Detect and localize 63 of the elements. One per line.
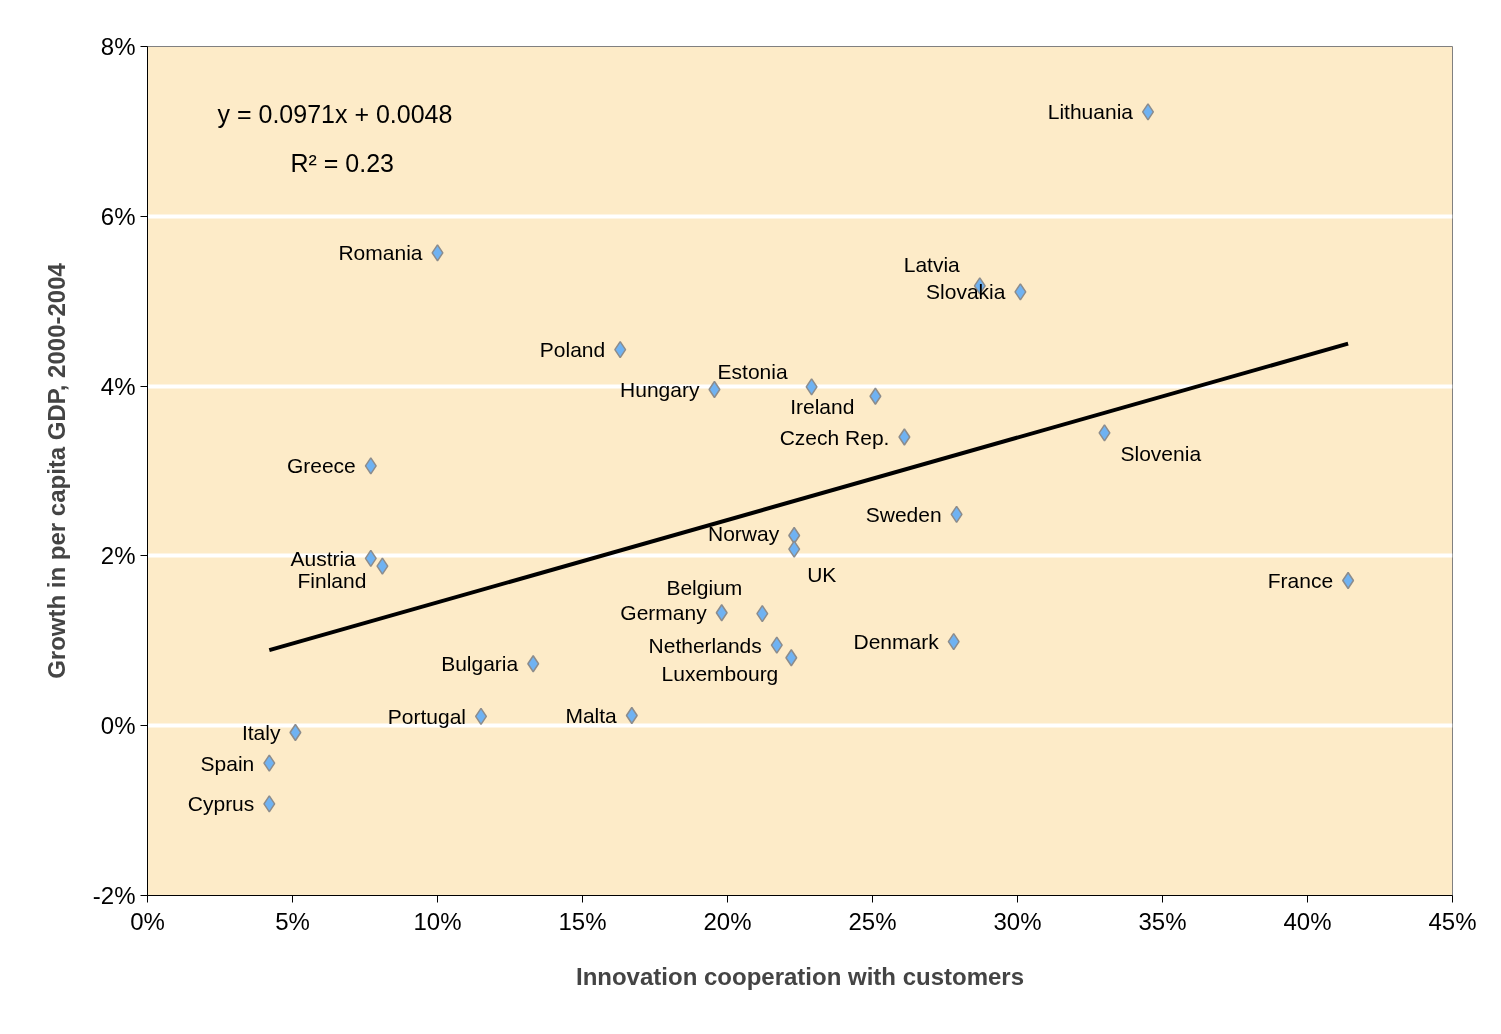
point (1014, 283, 1027, 301)
annotation: Lithuania (1047, 100, 1134, 124)
annotation: Luxembourg (661, 662, 779, 686)
annotation: France (1267, 569, 1334, 593)
annotation: Belgium (666, 576, 743, 600)
y-axis-title: Growth in per capita GDP, 2000-2004 (42, 262, 70, 679)
annotation: Portugal (387, 704, 466, 728)
point (364, 457, 377, 475)
point (788, 540, 801, 558)
annotation: Cyprus (187, 792, 255, 816)
x-axis-title: Innovation cooperation with customers (575, 962, 1025, 990)
annotation: Malta (565, 704, 618, 728)
annotation: Finland (297, 568, 367, 592)
x-tick-label: 25% (848, 907, 897, 935)
point (898, 428, 911, 446)
point (431, 244, 444, 262)
annotation: R² = 0.23 (290, 148, 395, 177)
point (1141, 103, 1155, 121)
annotation: UK (807, 562, 837, 586)
y-tick-label: -2% (92, 882, 136, 909)
x-tick-label: 0% (130, 907, 165, 935)
annotation: Poland (539, 338, 606, 362)
point (805, 378, 818, 396)
y-tick-label: 4% (100, 372, 136, 400)
point (785, 649, 798, 667)
x-tick-label: 10% (413, 907, 462, 935)
annotation: Greece (286, 454, 356, 478)
point (770, 636, 783, 654)
point (263, 795, 276, 813)
x-tick-label: 35% (1138, 907, 1187, 935)
annotation: Norway (708, 522, 780, 546)
annotation: Italy (241, 720, 281, 744)
annotation: Bulgaria (441, 652, 519, 676)
annotation: Denmark (853, 630, 940, 654)
annotation: Austria (290, 546, 357, 570)
annotation: Slovakia (926, 280, 1006, 304)
annotation: Sweden (865, 502, 942, 526)
point (376, 557, 389, 575)
y-tick-label: 0% (100, 712, 136, 740)
annotation: Netherlands (648, 633, 762, 657)
point (715, 604, 728, 622)
x-tick-label: 20% (703, 907, 752, 935)
annotation: Romania (338, 241, 423, 265)
y-tick-label: 6% (100, 202, 136, 230)
annotation: Czech Rep. (779, 425, 890, 449)
annotation: Hungary (620, 378, 700, 401)
annotation: y = 0.0971x + 0.0048 (217, 99, 453, 128)
x-tick-label: 40% (1283, 907, 1332, 935)
annotation: Slovenia (1120, 442, 1202, 466)
y-tick-label: 8% (100, 33, 136, 60)
point (474, 707, 488, 726)
point (1098, 424, 1111, 442)
annotation: Estonia (717, 360, 788, 384)
annotation: Ireland (790, 394, 855, 418)
annotation: Spain (200, 751, 255, 775)
x-tick-label: 45% (1428, 907, 1477, 935)
y-tick-label: 2% (100, 542, 136, 570)
x-tick-label: 30% (993, 907, 1042, 935)
point (263, 754, 276, 772)
annotation: Latvia (903, 253, 961, 277)
x-tick-label: 5% (275, 907, 310, 935)
x-tick-label: 15% (558, 907, 607, 935)
annotation: Germany (620, 601, 708, 625)
